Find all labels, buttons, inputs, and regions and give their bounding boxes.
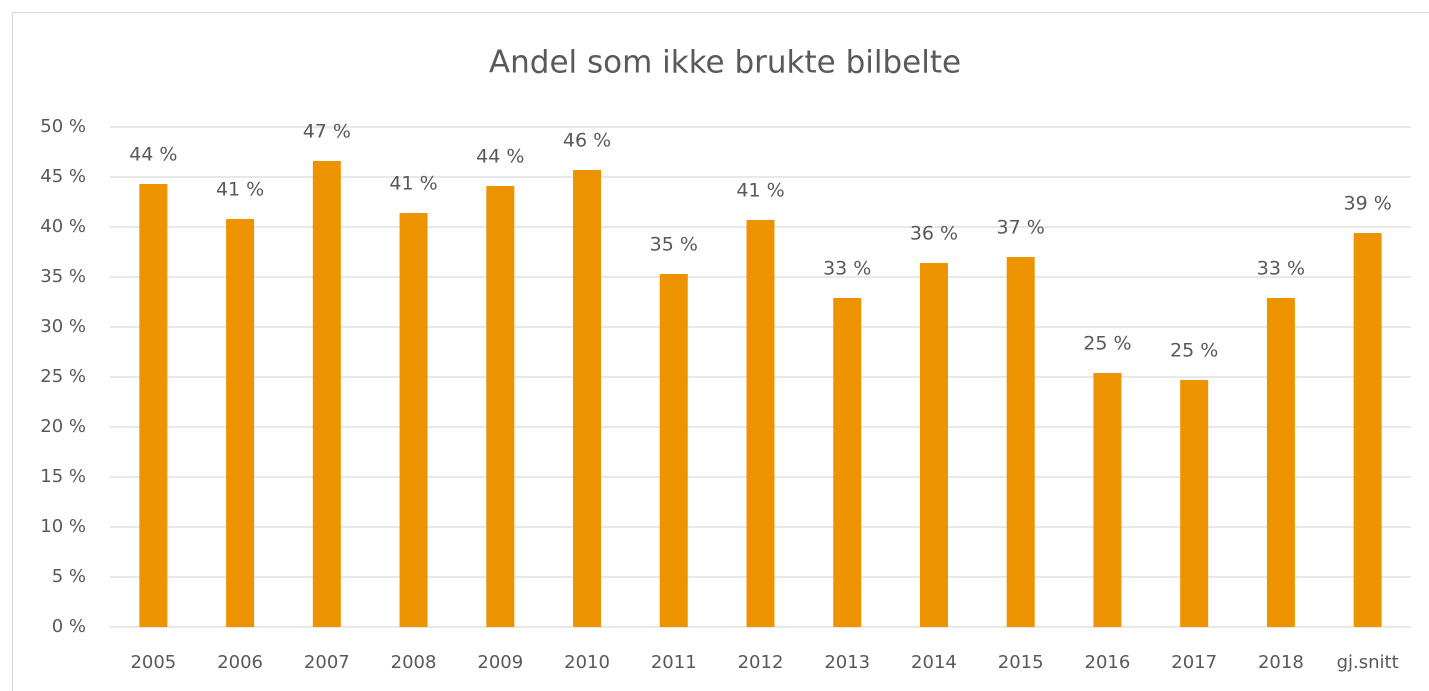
bar — [399, 213, 428, 627]
value-label: 41 % — [736, 180, 784, 202]
bar — [312, 161, 341, 627]
y-tick-label: 5 % — [52, 566, 86, 587]
value-label: 41 % — [389, 173, 437, 195]
value-label: 47 % — [303, 121, 351, 143]
x-tick-label: 2018 — [1258, 652, 1304, 673]
value-label: 44 % — [476, 146, 524, 168]
bar — [139, 184, 168, 627]
value-label: 33 % — [823, 258, 871, 280]
value-label: 44 % — [129, 144, 177, 166]
y-tick-label: 0 % — [52, 616, 86, 637]
bar — [1353, 233, 1382, 627]
x-tick-label: 2008 — [391, 652, 437, 673]
x-tick-label: 2011 — [651, 652, 697, 673]
x-tick-label: 2013 — [824, 652, 870, 673]
y-tick-label: 25 % — [40, 366, 86, 387]
value-label: 25 % — [1170, 340, 1218, 362]
x-tick-label: 2007 — [304, 652, 350, 673]
x-tick-label: 2014 — [911, 652, 957, 673]
y-tick-label: 50 % — [40, 116, 86, 137]
x-tick-label: gj.snitt — [1337, 652, 1399, 673]
x-tick-label: 2012 — [738, 652, 784, 673]
bar — [1006, 257, 1035, 627]
bar — [919, 263, 948, 627]
x-tick-label: 2006 — [217, 652, 263, 673]
value-label: 36 % — [910, 223, 958, 245]
value-label: 33 % — [1257, 258, 1305, 280]
y-tick-label: 10 % — [40, 516, 86, 537]
x-tick-label: 2015 — [998, 652, 1044, 673]
y-tick-label: 45 % — [40, 166, 86, 187]
value-label: 41 % — [216, 179, 264, 201]
bar — [833, 298, 862, 627]
value-label: 39 % — [1343, 193, 1391, 215]
bar — [746, 220, 775, 627]
y-tick-label: 30 % — [40, 316, 86, 337]
x-tick-label: 2017 — [1171, 652, 1217, 673]
bar — [1266, 298, 1295, 627]
y-tick-label: 15 % — [40, 466, 86, 487]
bar — [659, 274, 688, 627]
value-label: 25 % — [1083, 333, 1131, 355]
y-tick-label: 35 % — [40, 266, 86, 287]
x-tick-label: 2010 — [564, 652, 610, 673]
bar — [486, 186, 515, 627]
y-tick-label: 40 % — [40, 216, 86, 237]
bar — [1180, 380, 1209, 627]
x-tick-label: 2009 — [477, 652, 523, 673]
bar — [226, 219, 255, 627]
y-tick-label: 20 % — [40, 416, 86, 437]
bar — [573, 170, 602, 627]
x-tick-label: 2016 — [1085, 652, 1131, 673]
chart-frame — [12, 12, 1429, 691]
bar — [1093, 373, 1122, 627]
chart-title: Andel som ikke brukte bilbelte — [489, 45, 961, 81]
value-label: 46 % — [563, 130, 611, 152]
value-label: 35 % — [650, 234, 698, 256]
x-tick-label: 2005 — [130, 652, 176, 673]
value-label: 37 % — [997, 217, 1045, 239]
